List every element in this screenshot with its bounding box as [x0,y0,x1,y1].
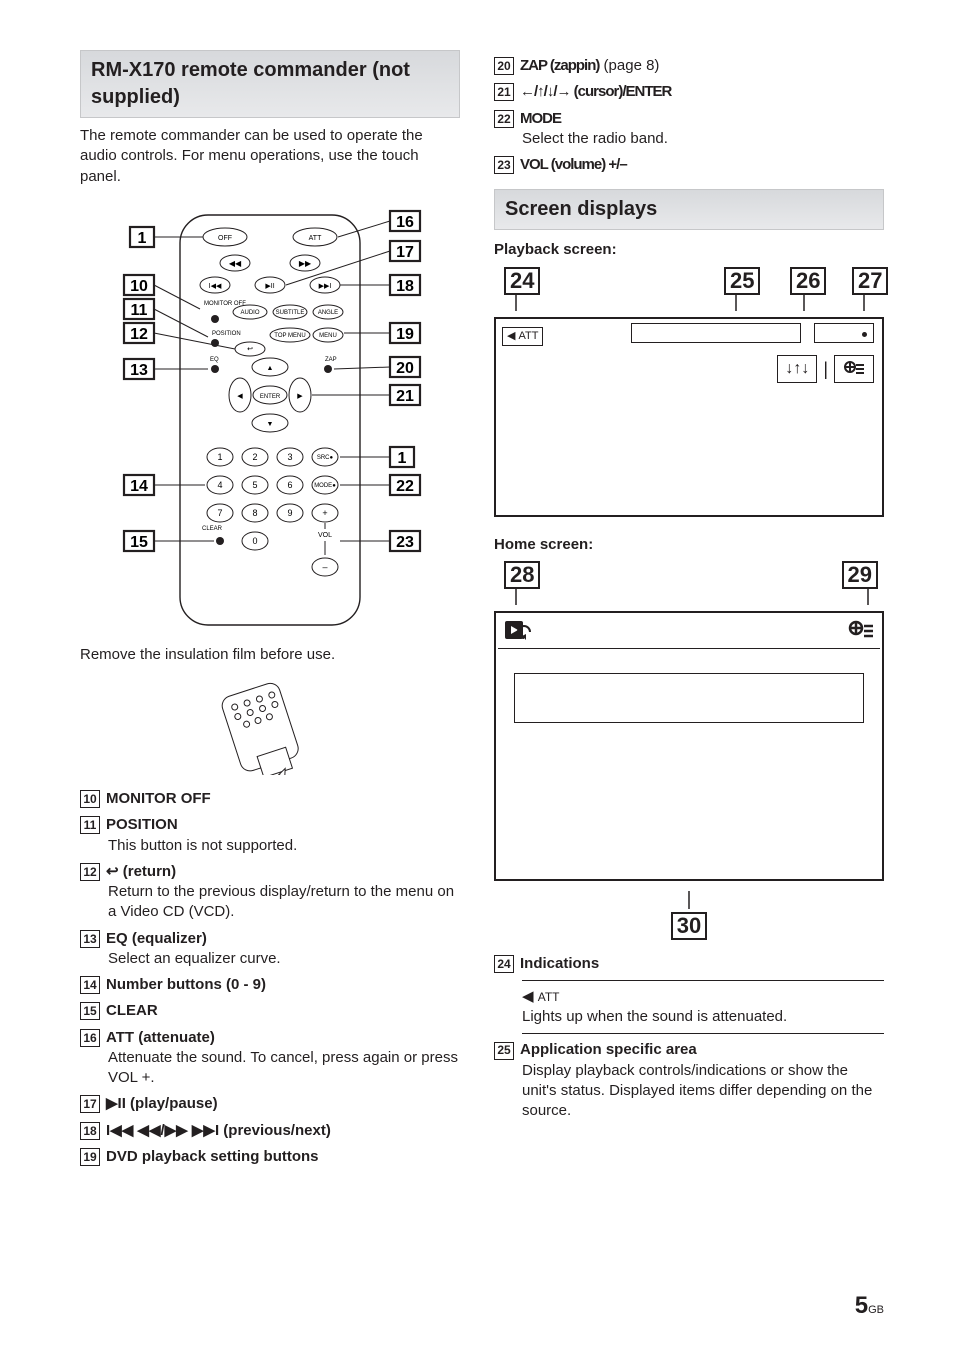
page-number: 5GB [855,1290,884,1322]
svg-text:▶▶: ▶▶ [299,259,312,268]
item-21: 21←/↑/↓/→ (cursor)/ENTER [494,82,884,102]
item-10: 10MONITOR OFF [80,789,460,809]
insulation-caption: Remove the insulation film before use. [80,645,460,665]
svg-text:7: 7 [217,508,222,518]
callout-28: 28 [504,561,540,589]
home-leader-bottom [494,891,884,909]
svg-text:17: 17 [396,244,414,261]
svg-text:I◀◀: I◀◀ [209,283,222,290]
svg-text:6: 6 [287,480,292,490]
svg-text:–: – [322,562,327,572]
svg-text:OFF: OFF [218,235,232,242]
remote-diagram: OFF ATT ◀◀ ▶▶ I◀◀ ▶II ▶▶I MONITOR OFF AU… [100,197,440,637]
svg-text:20: 20 [396,360,414,377]
svg-text:↩: ↩ [247,346,253,353]
playback-label: Playback screen: [494,240,884,260]
item-25: 25Application specific areaDisplay playb… [494,1040,884,1121]
playback-leaders [494,293,884,311]
left-item-list: 10MONITOR OFF 11POSITIONThis button is no… [80,789,460,1167]
svg-text:1: 1 [398,450,407,467]
svg-text:18: 18 [396,278,414,295]
section-title-screens: Screen displays [494,189,884,230]
svg-text:+: + [322,508,327,518]
svg-text:◀: ◀ [237,393,243,400]
svg-text:16: 16 [396,214,414,231]
callout-30: 30 [671,912,707,940]
svg-text:MENU: MENU [319,333,337,339]
svg-text:▶II: ▶II [265,283,274,290]
svg-text:11: 11 [131,302,148,319]
svg-text:1: 1 [217,452,222,462]
home-screen-box [494,611,884,881]
svg-text:ANGLE: ANGLE [318,310,338,316]
callout-29: 29 [842,561,878,589]
svg-text:5: 5 [252,480,257,490]
right-bottom-list: 24Indications◀ ATTLights up when the sou… [494,954,884,1122]
section-title-remote: RM-X170 remote commander (not supplied) [80,50,460,118]
source-icon [504,620,534,648]
item-23: 23VOL (volume) +/– [494,155,884,175]
item-13: 13EQ (equalizer)Select an equalizer curv… [80,929,460,970]
item-11: 11POSITIONThis button is not supported. [80,815,460,856]
svg-text:10: 10 [130,278,148,295]
svg-text:12: 12 [130,326,148,343]
svg-text:19: 19 [396,326,414,343]
remote-battery-illustration [200,675,340,775]
svg-text:◀◀: ◀◀ [229,259,242,268]
svg-text:VOL: VOL [318,532,332,539]
svg-text:13: 13 [130,362,148,379]
item-18: 18I◀◀ ◀◀/▶▶ ▶▶I (previous/next) [80,1121,460,1141]
item-22: 22MODESelect the radio band. [494,109,884,150]
svg-text:15: 15 [130,534,148,551]
svg-text:MODE●: MODE● [314,483,336,489]
svg-text:▼: ▼ [267,421,274,428]
item-12: 12↩ (return)Return to the previous displ… [80,862,460,923]
home-label: Home screen: [494,535,884,555]
svg-text:ENTER: ENTER [260,394,281,400]
svg-text:2: 2 [252,452,257,462]
svg-text:TOP MENU: TOP MENU [274,333,305,339]
sliders-icon: ↓↑↓ [777,355,817,383]
svg-text:ZAP: ZAP [325,357,337,363]
svg-text:4: 4 [217,480,222,490]
home-leaders-top [494,587,884,605]
item-20: 20ZAP (zappin) (page 8) [494,56,884,76]
svg-text:CLEAR: CLEAR [202,526,223,532]
callout-27: 27 [852,267,888,295]
item-24: 24Indications◀ ATTLights up when the sou… [494,954,884,1035]
svg-text:14: 14 [130,478,148,495]
item-14: 14Number buttons (0 - 9) [80,975,460,995]
svg-text:SUBTITLE: SUBTITLE [276,310,305,316]
svg-text:ATT: ATT [309,235,322,242]
att-indicator: ◀ATT [502,327,543,346]
svg-text:23: 23 [396,534,414,551]
svg-text:▶▶I: ▶▶I [319,283,332,290]
option-icon-home [848,620,874,648]
callout-24: 24 [504,267,540,295]
svg-text:EQ: EQ [210,357,219,363]
svg-text:22: 22 [396,478,414,495]
item-15: 15CLEAR [80,1001,460,1021]
svg-text:▲: ▲ [267,365,274,372]
callout-26: 26 [790,267,826,295]
playback-screen-box: ◀ATT ↓↑↓ | [494,317,884,517]
item-17: 17▶II (play/pause) [80,1094,460,1114]
svg-text:8: 8 [252,508,257,518]
svg-text:21: 21 [396,388,414,405]
callout-25: 25 [724,267,760,295]
svg-text:POSITION: POSITION [212,331,241,337]
item-16: 16ATT (attenuate)Attenuate the sound. To… [80,1028,460,1089]
svg-text:AUDIO: AUDIO [240,310,259,316]
svg-text:SRC●: SRC● [317,455,334,461]
svg-text:9: 9 [287,508,292,518]
svg-text:▶: ▶ [297,393,303,400]
option-icon [834,355,874,383]
right-top-list: 20ZAP (zappin) (page 8) 21←/↑/↓/→ (cursor… [494,56,884,175]
item-19: 19DVD playback setting buttons [80,1147,460,1167]
svg-text:0: 0 [252,536,257,546]
remote-intro: The remote commander can be used to oper… [80,126,460,187]
svg-text:3: 3 [287,452,292,462]
svg-text:1: 1 [138,230,147,247]
